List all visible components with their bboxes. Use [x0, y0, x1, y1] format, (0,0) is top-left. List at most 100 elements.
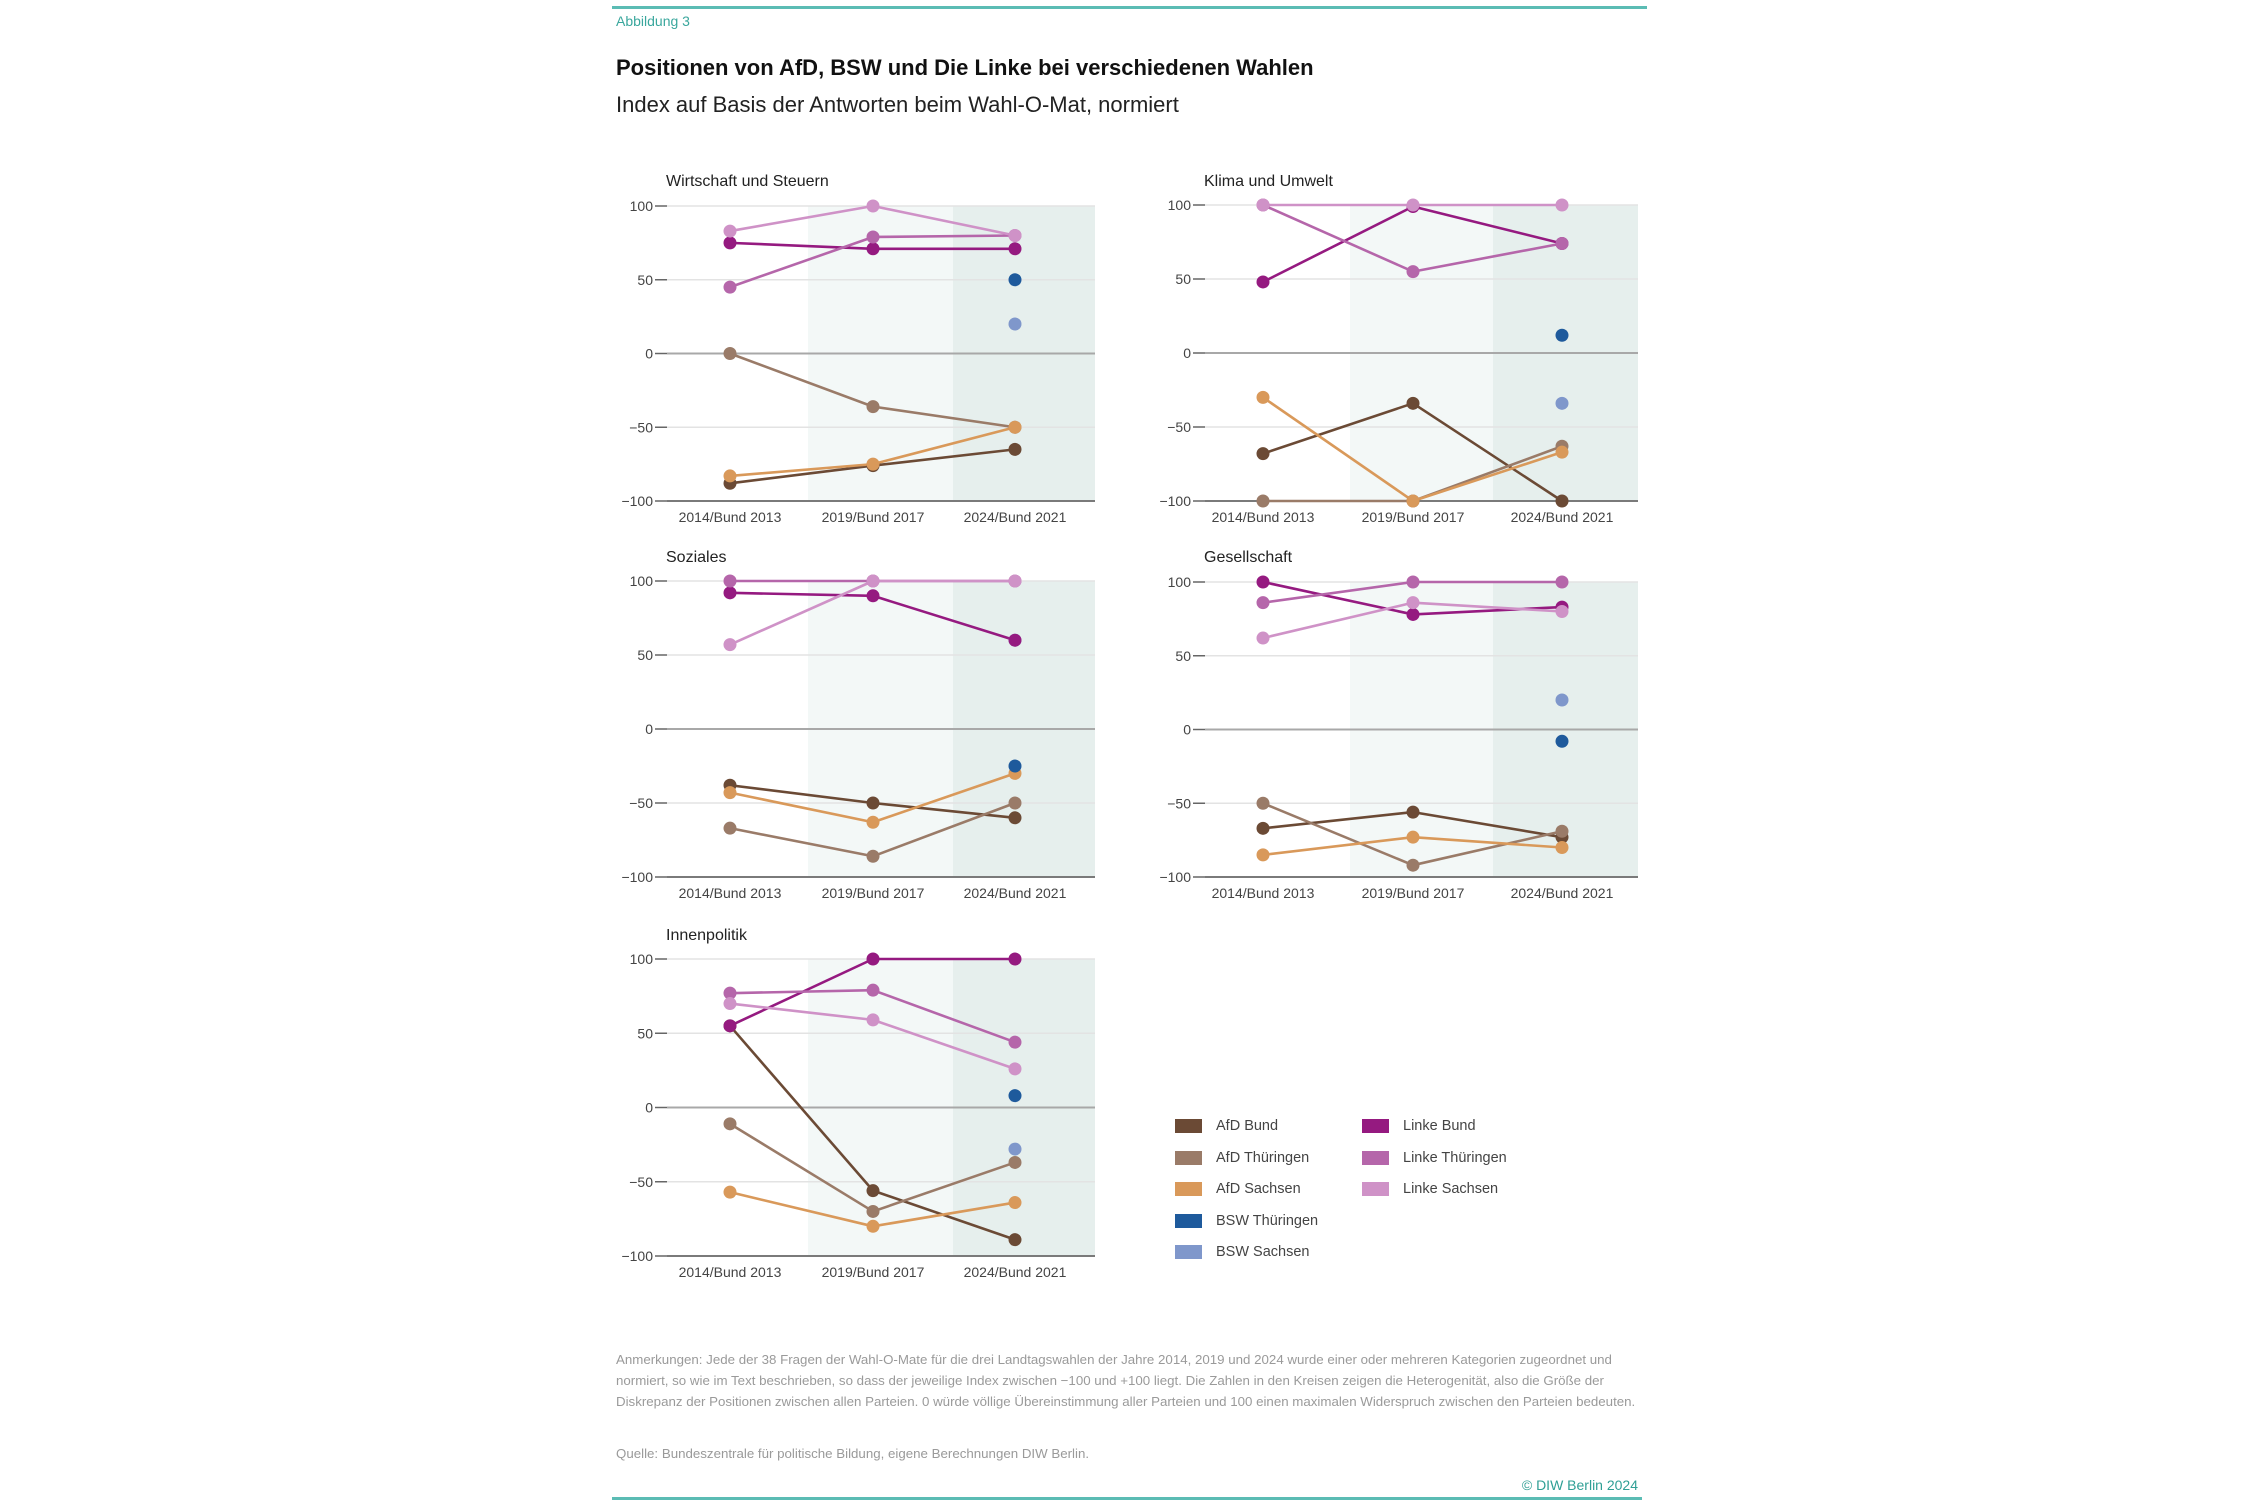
- data-point-bsw-thueringen: [1555, 328, 1569, 342]
- x-tick-label: 2014/Bund 2013: [679, 1264, 782, 1280]
- data-point-afd-bund: [1256, 447, 1270, 461]
- data-point-afd-bund: [1256, 821, 1270, 835]
- data-point-linke-sachsen: [1008, 1062, 1022, 1076]
- y-tick-label: −50: [629, 419, 653, 435]
- y-tick-label: 50: [1175, 648, 1191, 664]
- y-tick-label: 50: [637, 272, 653, 288]
- y-tick-label: 100: [1168, 574, 1192, 590]
- legend-label: Linke Thüringen: [1403, 1149, 1507, 1166]
- legend-label: BSW Sachsen: [1216, 1244, 1310, 1260]
- data-point-linke-sachsen: [1008, 229, 1022, 242]
- data-point-bsw-sachsen: [1008, 1142, 1022, 1156]
- data-point-afd-sachsen: [1008, 1196, 1022, 1210]
- data-point-linke-bund: [1256, 275, 1270, 289]
- data-point-linke-sachsen: [1256, 198, 1270, 212]
- data-point-afd-sachsen: [866, 815, 880, 829]
- data-point-linke-sachsen: [723, 997, 737, 1011]
- data-point-bsw-thueringen: [1555, 734, 1569, 748]
- y-tick-label: −50: [1167, 795, 1191, 811]
- y-tick-label: −100: [1159, 493, 1191, 509]
- data-point-afd-bund: [866, 796, 880, 810]
- data-point-afd-sachsen: [866, 1219, 880, 1233]
- data-point-linke-bund: [723, 1019, 737, 1033]
- data-point-linke-sachsen: [1406, 596, 1420, 610]
- legend-item-afd-sachsen: AfD Sachsen: [1175, 1181, 1301, 1197]
- x-tick-label: 2019/Bund 2017: [822, 509, 925, 525]
- data-point-afd-sachsen: [723, 786, 737, 800]
- data-point-bsw-sachsen: [1555, 693, 1569, 707]
- x-tick-label: 2019/Bund 2017: [822, 885, 925, 901]
- y-tick-label: 0: [1183, 722, 1191, 738]
- legend-swatch: [1175, 1245, 1202, 1259]
- data-point-afd-sachsen: [866, 457, 880, 471]
- y-tick-label: 100: [1168, 197, 1192, 213]
- data-point-afd-bund: [1406, 805, 1420, 819]
- data-point-afd-bund: [866, 1184, 880, 1198]
- data-point-linke-bund: [866, 952, 880, 966]
- legend-item-afd-bund: AfD Bund: [1175, 1118, 1278, 1134]
- legend-label: BSW Thüringen: [1216, 1212, 1319, 1229]
- y-tick-label: −100: [621, 869, 653, 885]
- y-tick-label: −100: [1159, 869, 1191, 885]
- legend-item-linke-sachsen: Linke Sachsen: [1362, 1181, 1498, 1197]
- x-tick-label: 2014/Bund 2013: [1212, 885, 1315, 901]
- x-tick-label: 2014/Bund 2013: [679, 509, 782, 525]
- data-point-linke-bund: [866, 242, 880, 256]
- data-point-linke-thueringen: [723, 280, 737, 294]
- data-point-linke-thueringen: [866, 983, 880, 997]
- y-tick-label: 100: [630, 951, 654, 967]
- notes: Anmerkungen: Jede der 38 Fragen der Wahl…: [616, 1352, 1636, 1409]
- data-point-afd-thueringen: [1008, 796, 1022, 810]
- data-point-afd-thueringen: [1555, 824, 1569, 838]
- panel-title: Wirtschaft und Steuern: [666, 173, 829, 190]
- data-point-linke-sachsen: [866, 199, 880, 213]
- legend-swatch: [1362, 1119, 1389, 1133]
- data-point-bsw-sachsen: [1008, 317, 1022, 331]
- figure-subtitle: Index auf Basis der Antworten beim Wahl-…: [616, 92, 1179, 117]
- data-point-afd-sachsen: [1555, 445, 1569, 459]
- legend-label: AfD Thüringen: [1216, 1149, 1310, 1166]
- chart-panel: Klima und Umwelt 100 50 0 −50 −100 2014/Bund 2…: [1159, 173, 1638, 525]
- data-point-linke-bund: [723, 586, 737, 600]
- data-point-linke-bund: [866, 589, 880, 603]
- data-point-linke-thueringen: [1256, 596, 1270, 610]
- legend-swatch: [1175, 1119, 1202, 1133]
- x-tick-label: 2019/Bund 2017: [1362, 885, 1465, 901]
- data-point-afd-sachsen: [723, 1185, 737, 1199]
- y-tick-label: 100: [630, 198, 654, 214]
- data-point-afd-sachsen: [1256, 390, 1270, 404]
- legend-item-linke-bund: Linke Bund: [1362, 1118, 1476, 1134]
- x-tick-label: 2024/Bund 2021: [964, 1264, 1067, 1280]
- data-point-linke-sachsen: [1406, 198, 1420, 212]
- data-point-linke-bund: [1008, 633, 1022, 647]
- data-point-afd-thueringen: [723, 347, 737, 360]
- data-point-afd-bund: [1406, 396, 1420, 410]
- data-point-afd-bund: [1008, 1233, 1022, 1247]
- x-tick-label: 2014/Bund 2013: [679, 885, 782, 901]
- legend-item-bsw-sachsen: BSW Sachsen: [1175, 1244, 1310, 1260]
- legend-item-linke-thueringen: Linke Thüringen: [1362, 1150, 1507, 1166]
- data-point-afd-sachsen: [1256, 848, 1270, 862]
- data-point-afd-sachsen: [1555, 841, 1569, 854]
- data-point-linke-sachsen: [1008, 574, 1022, 588]
- data-point-afd-sachsen: [1406, 494, 1420, 508]
- y-tick-label: −50: [1167, 419, 1191, 435]
- legend-label: AfD Bund: [1216, 1118, 1279, 1134]
- data-point-bsw-thueringen: [1008, 759, 1022, 773]
- data-point-afd-sachsen: [723, 469, 737, 483]
- data-point-linke-sachsen: [1256, 631, 1270, 645]
- data-point-linke-thueringen: [1406, 575, 1420, 589]
- y-tick-label: −50: [629, 1174, 653, 1190]
- x-tick-label: 2024/Bund 2021: [964, 885, 1067, 901]
- data-point-linke-bund: [1406, 607, 1420, 621]
- data-point-afd-thueringen: [866, 849, 880, 863]
- data-point-afd-sachsen: [1008, 420, 1022, 434]
- chart-panel: Gesellschaft 100 50 0 −50 −100 2014/Bund 2013 2…: [1159, 549, 1638, 901]
- y-tick-label: 100: [630, 573, 654, 589]
- y-tick-label: 50: [1175, 271, 1191, 287]
- y-tick-label: −50: [629, 795, 653, 811]
- data-point-afd-thueringen: [1406, 858, 1420, 872]
- data-point-afd-bund: [1008, 442, 1022, 456]
- top-rule: [612, 6, 1647, 9]
